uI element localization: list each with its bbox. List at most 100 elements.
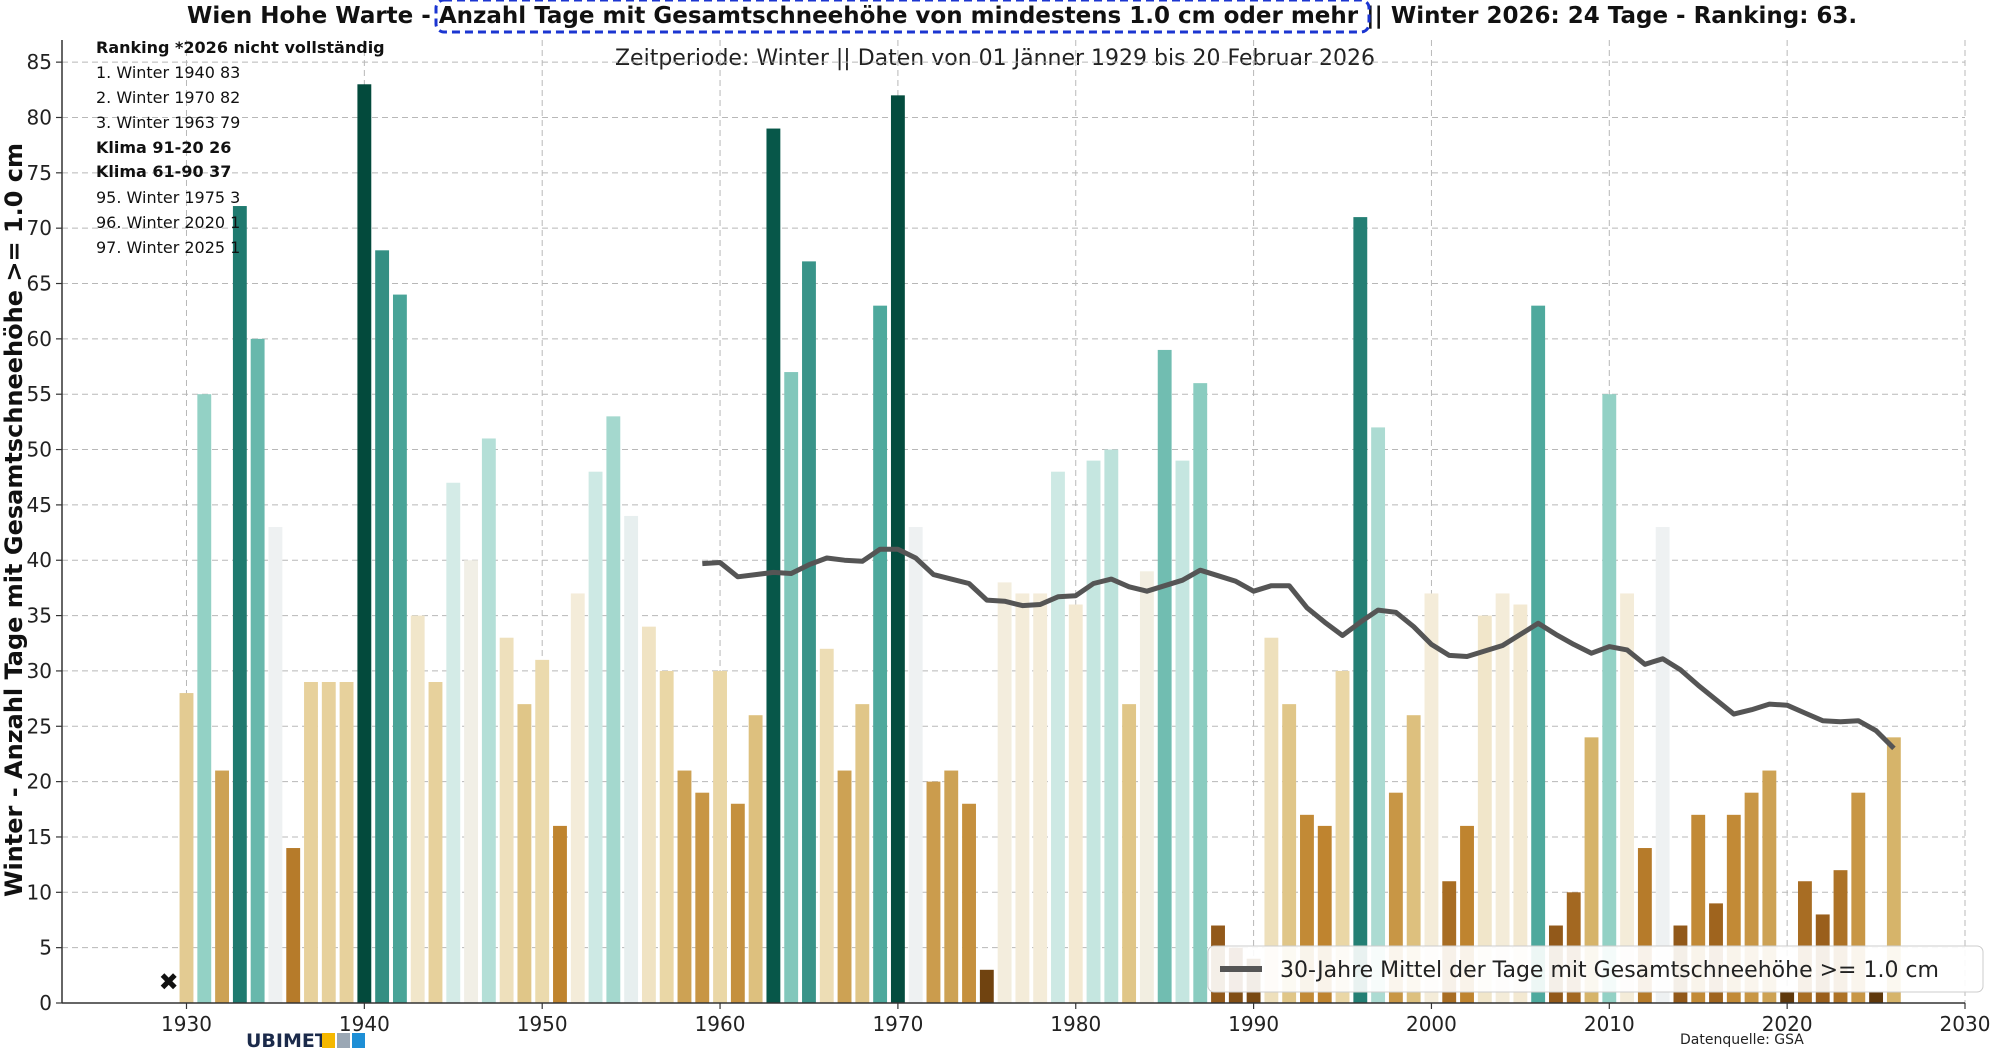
y-tick-label: 80 xyxy=(27,105,52,129)
y-tick-label: 40 xyxy=(27,548,52,572)
bar-winter-1964 xyxy=(784,372,799,1003)
bar-winter-2020 xyxy=(1780,991,1795,1003)
legend-label: 30-Jahre Mittel der Tage mit Gesamtschne… xyxy=(1280,958,1939,983)
y-tick-label: 35 xyxy=(27,604,52,628)
bar-winter-1945 xyxy=(446,482,461,1003)
bar-winter-1985 xyxy=(1157,349,1172,1003)
bar-winter-1976 xyxy=(997,582,1012,1003)
y-tick-label: 55 xyxy=(27,382,52,406)
bar-winter-1972 xyxy=(926,781,941,1003)
ranking-entry: Klima 91-20 26 xyxy=(96,138,231,157)
bar-winter-1973 xyxy=(944,770,959,1003)
bar-winter-2026 xyxy=(1886,737,1901,1003)
bar-winter-1946 xyxy=(464,560,478,1003)
bar-winter-1971 xyxy=(908,527,923,1003)
bar-winter-1937 xyxy=(304,682,318,1003)
bar-winter-1967 xyxy=(837,770,852,1003)
ranking-entry: 96. Winter 2020 1 xyxy=(96,213,240,232)
bar-winter-1930 xyxy=(179,693,194,1003)
y-tick-label: 15 xyxy=(27,825,52,849)
bar-winter-1986 xyxy=(1175,460,1190,1003)
bar-winter-1949 xyxy=(517,704,532,1003)
legend: 30-Jahre Mittel der Tage mit Gesamtschne… xyxy=(1207,945,1984,993)
logo-sun-icon xyxy=(322,1033,335,1048)
bar-winter-1982 xyxy=(1104,449,1119,1003)
bar-winter-1987 xyxy=(1193,383,1208,1003)
bar-winter-1948 xyxy=(499,637,514,1003)
mean-30yr-line xyxy=(702,546,1896,751)
y-tick-label: 5 xyxy=(39,936,52,960)
legend-box xyxy=(1207,945,1984,993)
bar-winter-1979 xyxy=(1051,471,1065,1003)
bar-winter-1947 xyxy=(481,438,496,1003)
bar-winter-1992 xyxy=(1282,704,1297,1003)
y-tick-label: 0 xyxy=(39,991,52,1015)
y-tick-label: 25 xyxy=(27,714,52,738)
y-tick-label: 75 xyxy=(27,161,52,185)
bar-winter-2019 xyxy=(1762,770,1777,1003)
chart-title-suffix: || Winter 2026: 24 Tage - Ranking: 63. xyxy=(1358,3,1857,29)
x-tick-label: 1950 xyxy=(517,1012,568,1036)
bar-winter-1953 xyxy=(588,471,603,1003)
bar-winter-1943 xyxy=(410,615,425,1003)
x-tick-label: 1940 xyxy=(339,1012,390,1036)
axis-ticks: 0 5 10 15 20 25 30 35 40 45 50 55 60 65 70 75 80 85 1930 19… xyxy=(27,50,1991,1036)
y-tick-label: 30 xyxy=(27,659,52,683)
bar-winter-1955 xyxy=(624,515,639,1003)
logo-cloud-icon xyxy=(337,1033,350,1048)
bar-winter-1931 xyxy=(197,394,212,1003)
bar-winter-2009 xyxy=(1584,737,1599,1003)
bar-winter-1932 xyxy=(215,770,230,1003)
bar-winter-2013 xyxy=(1655,527,1670,1003)
bar-winter-2004 xyxy=(1495,593,1510,1003)
bar-winter-1997 xyxy=(1371,427,1386,1003)
title-highlight-box xyxy=(434,0,1371,34)
bar-winter-1961 xyxy=(730,803,745,1003)
ranking-entry: 2. Winter 1970 82 xyxy=(96,88,240,107)
bar-winter-1991 xyxy=(1264,637,1279,1003)
bar-winter-1942 xyxy=(392,294,407,1004)
bar-winter-1952 xyxy=(570,593,585,1003)
chart-title-prefix: Wien Hohe Warte - xyxy=(187,3,439,29)
bar-winter-1984 xyxy=(1139,571,1154,1003)
bar-winter-2000 xyxy=(1424,593,1439,1003)
y-tick-label: 50 xyxy=(27,438,52,462)
bar-winter-1950 xyxy=(535,659,550,1003)
bar-winter-1957 xyxy=(659,670,674,1003)
mean-line-layer xyxy=(702,546,1896,751)
bar-winter-2025 xyxy=(1869,991,1884,1003)
bar-winter-1933 xyxy=(232,206,247,1003)
missing-data-marker: ✖ xyxy=(159,968,179,996)
x-tick-label: 1970 xyxy=(872,1012,923,1036)
x-tick-label: 1990 xyxy=(1228,1012,1279,1036)
bar-winter-2003 xyxy=(1477,615,1492,1003)
bar-winter-2005 xyxy=(1513,604,1528,1003)
ranking-entry: 1. Winter 1940 83 xyxy=(96,63,240,82)
bar-winter-1940 xyxy=(357,84,372,1003)
bar-winter-1959 xyxy=(695,792,710,1003)
x-tick-label: 2030 xyxy=(1940,1012,1991,1036)
chart-subtitle: Zeitperiode: Winter || Daten von 01 Jänn… xyxy=(615,46,1375,71)
bar-winter-1999 xyxy=(1406,715,1421,1003)
bar-winter-1936 xyxy=(286,848,301,1003)
bar-winter-1960 xyxy=(713,670,727,1003)
x-tick-label: 1960 xyxy=(695,1012,746,1036)
bar-winter-1966 xyxy=(819,648,834,1003)
bar-winter-1968 xyxy=(855,704,870,1003)
y-tick-label: 10 xyxy=(27,880,52,904)
bar-winter-1963 xyxy=(766,128,781,1003)
bar-winter-1981 xyxy=(1086,460,1101,1003)
bar-winter-1954 xyxy=(606,416,621,1003)
x-tick-label: 1980 xyxy=(1050,1012,1101,1036)
y-tick-label: 45 xyxy=(27,493,52,517)
bar-winter-1969 xyxy=(873,305,888,1004)
bar-winter-1939 xyxy=(339,682,354,1003)
bar-winter-1944 xyxy=(428,682,443,1003)
y-tick-label: 60 xyxy=(27,327,52,351)
bar-series xyxy=(179,84,1901,1004)
ranking-entry: Klima 61-90 37 xyxy=(96,162,231,181)
y-axis-label: Winter - Anzahl Tage mit Gesamtschneehöh… xyxy=(0,143,28,897)
bar-winter-1951 xyxy=(553,825,567,1003)
x-tick-label: 2020 xyxy=(1762,1012,1813,1036)
